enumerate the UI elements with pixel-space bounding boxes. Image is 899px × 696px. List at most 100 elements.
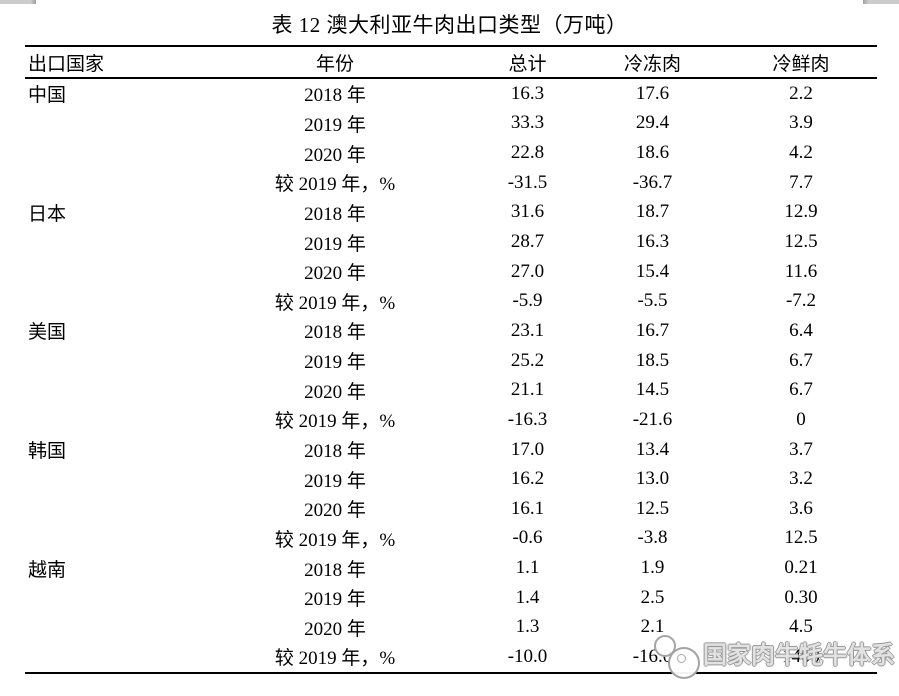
country-cell: 越南 (28, 559, 67, 581)
table-row: 韩国 2018 年 17.0 13.4 3.7 (25, 435, 877, 465)
year-cell: 较 2019 年，% (274, 411, 396, 433)
country-cell (25, 168, 195, 198)
year-cell: 较 2019 年，% (274, 174, 396, 196)
frozen-cell: 18.5 (635, 349, 670, 371)
country-cell (25, 286, 195, 316)
col-header-chilled: 冷鲜肉 (725, 46, 877, 79)
chilled-cell: 0 (796, 408, 806, 430)
frozen-cell: 17.6 (635, 82, 670, 104)
table-row: 2020 年 27.0 15.4 11.6 (25, 257, 877, 287)
total-cell: 17.0 (510, 438, 545, 460)
chilled-cell: 11.6 (784, 260, 818, 282)
year-cell: 2019 年 (304, 589, 366, 611)
country-cell: 日本 (28, 203, 67, 225)
country-cell (25, 227, 195, 257)
frozen-cell: 16.7 (635, 319, 670, 341)
total-cell: 25.2 (510, 349, 545, 371)
col-header-country: 出口国家 (25, 46, 195, 79)
frozen-cell: 1.9 (640, 557, 665, 579)
total-cell: 21.1 (510, 379, 545, 401)
table-row: 较 2019 年，% -0.6 -3.8 12.5 (25, 524, 877, 554)
table-row: 2020 年 1.3 2.1 4.5 (25, 613, 877, 643)
country-cell (25, 642, 195, 673)
total-cell: 27.0 (510, 260, 545, 282)
frozen-cell: 14.5 (635, 379, 670, 401)
frozen-cell: 15.4 (635, 260, 670, 282)
total-cell: 23.1 (510, 319, 545, 341)
table-row: 越南 2018 年 1.1 1.9 0.21 (25, 553, 877, 583)
frozen-cell: 2.5 (640, 586, 665, 608)
year-cell: 2018 年 (304, 85, 366, 107)
frozen-cell: -3.8 (637, 527, 668, 549)
chilled-cell: 4.5 (789, 616, 813, 638)
frozen-cell: 12.5 (635, 497, 670, 519)
watermark: 国家肉牛牦牛体系 (628, 630, 895, 679)
scrollbar-fragment-right (863, 0, 899, 4)
frozen-cell: -36.7 (632, 171, 673, 193)
country-cell: 美国 (28, 322, 67, 344)
total-cell: 1.4 (515, 586, 540, 608)
country-cell: 韩国 (28, 441, 67, 462)
watermark-text: 国家肉牛牦牛体系 (703, 643, 895, 669)
frozen-cell: 2.1 (640, 616, 665, 638)
country-cell (25, 346, 195, 376)
cattle-logo-icon (628, 630, 703, 679)
frozen-cell: 13.0 (635, 468, 670, 490)
table-row: 2020 年 22.8 18.6 4.2 (25, 138, 877, 168)
chilled-cell: 3.7 (789, 438, 813, 460)
col-header-total: 总计 (475, 46, 580, 79)
table-row: 2019 年 25.2 18.5 6.7 (25, 346, 877, 376)
table-row: 美国 2018 年 23.1 16.7 6.4 (25, 316, 877, 346)
total-cell: 1.3 (515, 616, 540, 638)
frozen-cell: 29.4 (635, 112, 670, 134)
total-cell: 22.8 (510, 142, 545, 164)
country-cell (25, 138, 195, 168)
country-cell (25, 257, 195, 287)
table-row: 2019 年 1.4 2.5 0.30 (25, 583, 877, 613)
chilled-cell: 12.5 (784, 231, 818, 253)
year-cell: 2018 年 (304, 559, 366, 581)
chilled-cell: 4.2 (789, 142, 813, 164)
chilled-cell: 12.5 (784, 527, 818, 549)
beef-export-table: 出口国家 年份 总计 冷冻肉 冷鲜肉 中国 2018 年 16.3 17.6 2.2 20… (25, 45, 877, 674)
year-cell: 2018 年 (304, 322, 366, 344)
total-cell: 16.3 (510, 82, 545, 104)
year-cell: 较 2019 年，% (274, 529, 396, 551)
table-row: 2019 年 28.7 16.3 12.5 (25, 227, 877, 257)
country-cell (25, 375, 195, 405)
col-header-frozen: 冷冻肉 (580, 46, 725, 79)
year-cell: 2020 年 (304, 144, 366, 166)
frozen-cell: 13.4 (635, 438, 670, 460)
country-cell (25, 405, 195, 435)
year-cell: 2019 年 (304, 233, 366, 255)
chilled-cell: 0.30 (784, 586, 818, 608)
frozen-cell: -21.6 (632, 408, 673, 430)
table-row: 2020 年 16.1 12.5 3.6 (25, 494, 877, 524)
year-cell: 2019 年 (304, 352, 366, 374)
frozen-cell: 16.3 (635, 231, 670, 253)
table-row: 较 2019 年，% -31.5 -36.7 7.7 (25, 168, 877, 198)
chilled-cell: 1400 (782, 645, 820, 667)
total-cell: -16.3 (507, 408, 548, 430)
year-cell: 2020 年 (304, 381, 366, 403)
year-cell: 2020 年 (304, 500, 366, 522)
chilled-cell: 3.9 (789, 112, 813, 134)
chilled-cell: 12.9 (784, 201, 818, 223)
chilled-cell: 3.2 (789, 468, 813, 490)
table-row: 中国 2018 年 16.3 17.6 2.2 (25, 78, 877, 109)
chilled-cell: 6.4 (789, 319, 813, 341)
country-cell (25, 524, 195, 554)
year-cell: 较 2019 年，% (274, 648, 396, 670)
country-cell (25, 464, 195, 494)
total-cell: 28.7 (510, 231, 545, 253)
year-cell: 2020 年 (304, 263, 366, 285)
country-cell (25, 109, 195, 139)
country-cell (25, 613, 195, 643)
total-cell: 16.2 (510, 468, 545, 490)
total-cell: 31.6 (510, 201, 545, 223)
table-row: 较 2019 年，% -5.9 -5.5 -7.2 (25, 286, 877, 316)
total-cell: 16.1 (510, 497, 545, 519)
frozen-cell: 18.7 (635, 201, 670, 223)
chilled-cell: 2.2 (789, 82, 813, 104)
header-row: 出口国家 年份 总计 冷冻肉 冷鲜肉 (25, 46, 877, 79)
